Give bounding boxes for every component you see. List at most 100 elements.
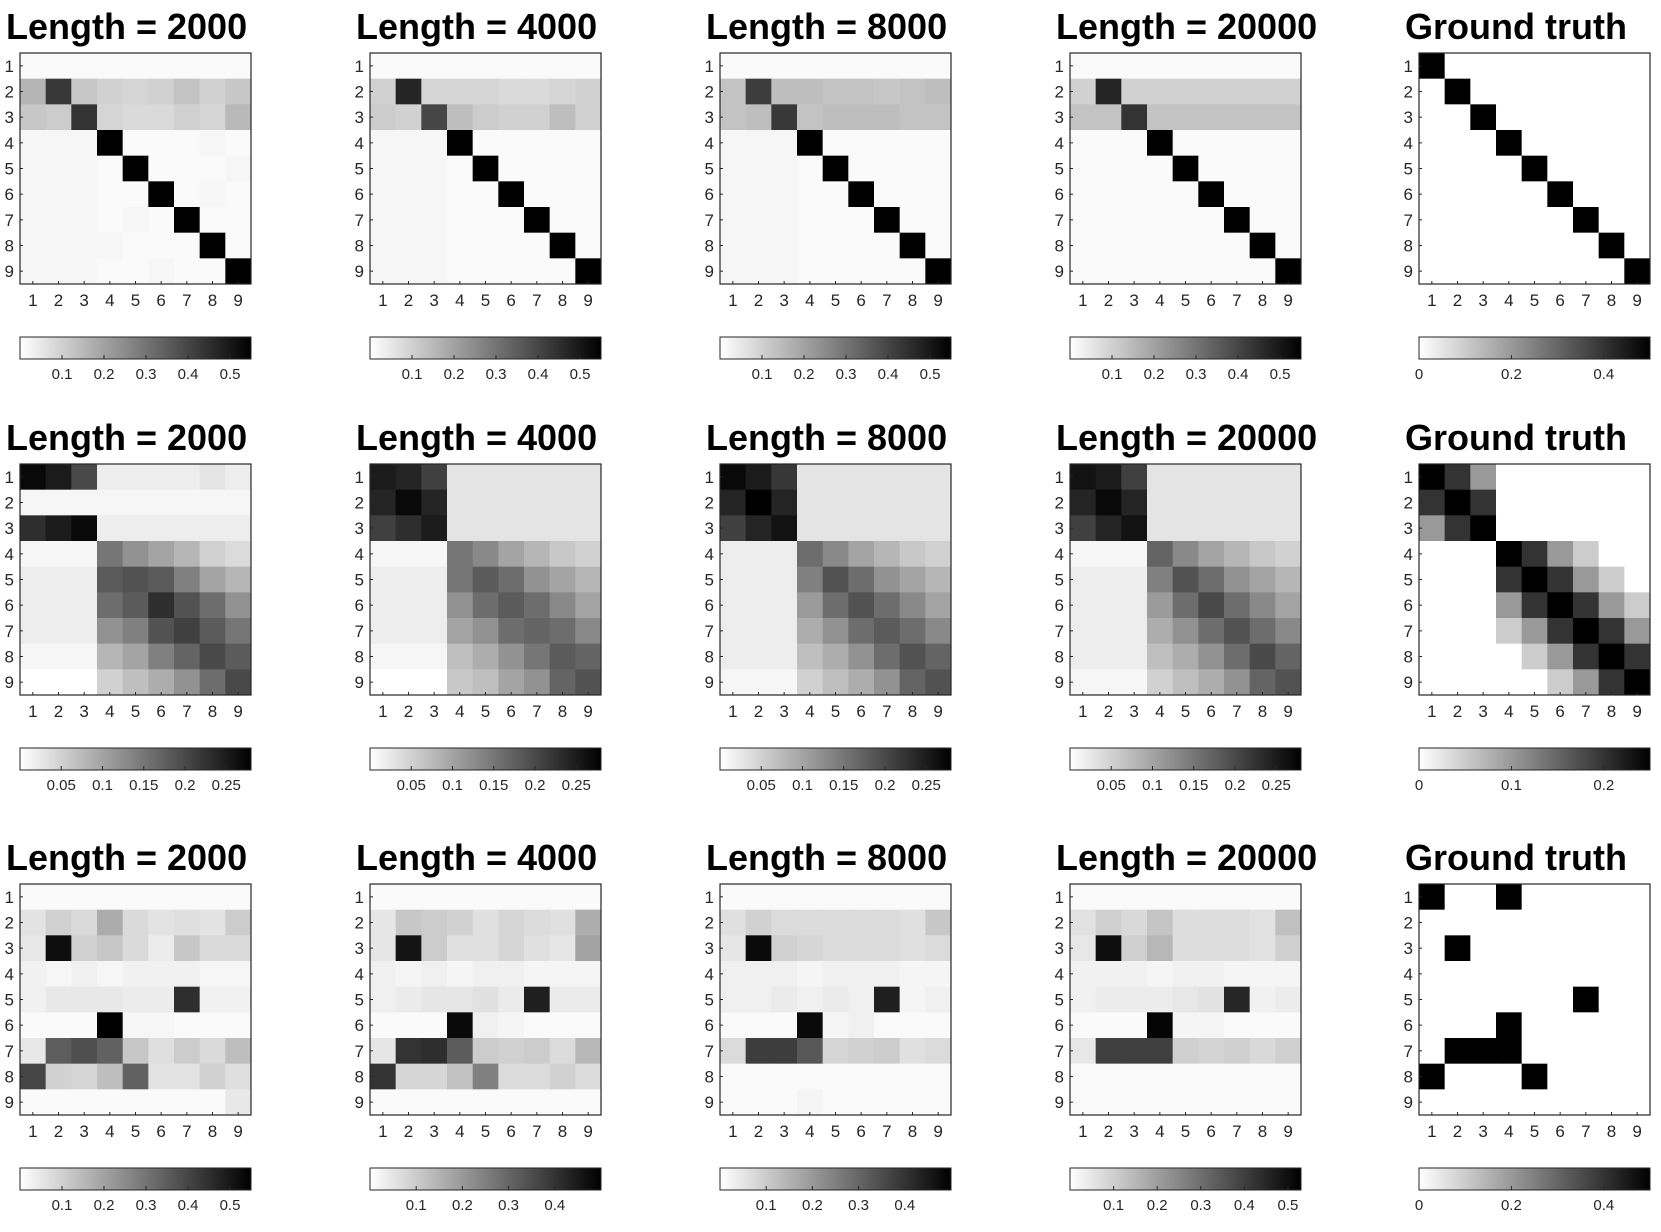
y-tick-label: 6 — [705, 185, 714, 204]
heatmap-cell — [498, 104, 525, 131]
y-tick-label: 4 — [5, 965, 14, 984]
heatmap-cell — [925, 935, 952, 962]
heatmap-cell — [45, 78, 72, 105]
heatmap-cell — [797, 1012, 824, 1039]
heatmap-cell — [225, 53, 252, 80]
heatmap-cell — [472, 1089, 499, 1116]
heatmap-cell — [199, 884, 226, 911]
heatmap-cell — [1598, 909, 1625, 936]
colorbar-tick-label: 0.2 — [1501, 366, 1522, 383]
heatmap-cell — [1444, 618, 1471, 645]
heatmap-cell — [1624, 155, 1651, 182]
heatmap-cell — [1521, 258, 1548, 285]
heatmap-cell — [874, 618, 901, 645]
heatmap-cell — [421, 669, 448, 696]
heatmap-cell — [745, 961, 772, 988]
colorbar-tick-label: 0.4 — [1593, 1197, 1614, 1214]
heatmap-cell — [899, 1038, 926, 1065]
heatmap-cell — [1521, 592, 1548, 619]
heatmap-cell — [1070, 961, 1097, 988]
heatmap-cell — [1275, 541, 1302, 568]
heatmap-cell — [421, 1012, 448, 1039]
x-tick-label: 4 — [455, 291, 464, 310]
heatmap-cell — [1470, 884, 1497, 911]
heatmap-cell — [822, 935, 849, 962]
heatmap-cell — [1624, 884, 1651, 911]
colorbar-tick-label: 0.3 — [1186, 366, 1207, 383]
heatmap-cell — [822, 1089, 849, 1116]
heatmap-cell — [874, 643, 901, 670]
heatmap-cell — [1070, 541, 1097, 568]
heatmap-cell — [1598, 541, 1625, 568]
heatmap-cell — [1198, 1089, 1225, 1116]
heatmap-cell — [225, 884, 252, 911]
x-tick-label: 5 — [831, 291, 840, 310]
heatmap-cell — [720, 541, 747, 568]
y-tick-label: 3 — [705, 939, 714, 958]
heatmap-cell — [472, 592, 499, 619]
heatmap-cell — [1496, 1089, 1523, 1116]
heatmap-cell — [1419, 541, 1446, 568]
heatmap-cell — [1275, 618, 1302, 645]
x-tick-label: 5 — [131, 291, 140, 310]
x-tick-label: 6 — [1206, 291, 1215, 310]
colorbar-tick-label: 0.4 — [178, 366, 199, 383]
heatmap-cell — [447, 1063, 474, 1090]
heatmap-cell — [370, 935, 397, 962]
heatmap-cell — [1249, 592, 1276, 619]
heatmap-cell — [874, 232, 901, 259]
y-tick-label: 4 — [355, 545, 364, 564]
heatmap-cell — [225, 130, 252, 157]
heatmap-cell — [874, 104, 901, 131]
heatmap-cell — [395, 104, 422, 131]
y-tick-label: 1 — [1404, 468, 1413, 487]
heatmap-cell — [122, 935, 149, 962]
heatmap-cell — [848, 78, 875, 105]
heatmap-cell — [122, 1089, 149, 1116]
colorbar-tick-label: 0.1 — [752, 366, 773, 383]
heatmap-cell — [1147, 232, 1174, 259]
heatmap-cell — [1249, 643, 1276, 670]
heatmap-cell — [575, 1012, 602, 1039]
colorbar-tick-label: 0.1 — [52, 366, 73, 383]
panel-title: Ground truth — [1405, 417, 1627, 458]
heatmap-cell — [745, 104, 772, 131]
heatmap-cell — [395, 935, 422, 962]
heatmap-cell — [148, 181, 175, 208]
heatmap-cell — [1419, 104, 1446, 131]
heatmap-cell — [797, 258, 824, 285]
heatmap-cell — [1419, 78, 1446, 105]
y-tick-label: 2 — [355, 914, 364, 933]
heatmap-cell — [848, 643, 875, 670]
heatmap-cell — [97, 489, 124, 516]
y-tick-label: 8 — [1404, 237, 1413, 256]
heatmap-cell — [1470, 232, 1497, 259]
heatmap-cell — [1224, 1063, 1251, 1090]
heatmap-cell — [1275, 181, 1302, 208]
heatmap-cell — [20, 1038, 47, 1065]
heatmap-cell — [1624, 669, 1651, 696]
y-tick-label: 2 — [1055, 83, 1064, 102]
heatmap-cell — [1147, 207, 1174, 234]
heatmap-cell — [199, 592, 226, 619]
heatmap-cell — [97, 258, 124, 285]
heatmap-cell — [1172, 566, 1199, 593]
heatmap-cell — [771, 130, 798, 157]
heatmap-cell — [822, 643, 849, 670]
heatmap-cell — [370, 515, 397, 542]
heatmap-cell — [874, 78, 901, 105]
heatmap-cell — [1496, 232, 1523, 259]
heatmap-cell — [1172, 464, 1199, 491]
heatmap-cell — [745, 464, 772, 491]
heatmap-cell — [20, 1089, 47, 1116]
heatmap-cell — [97, 53, 124, 80]
heatmap-cell — [720, 1063, 747, 1090]
y-tick-label: 7 — [5, 1042, 14, 1061]
heatmap-cell — [71, 643, 98, 670]
heatmap-cell — [45, 232, 72, 259]
y-tick-label: 5 — [355, 571, 364, 590]
heatmap-cell — [370, 155, 397, 182]
heatmap-cell — [395, 566, 422, 593]
heatmap-cell — [1444, 1089, 1471, 1116]
